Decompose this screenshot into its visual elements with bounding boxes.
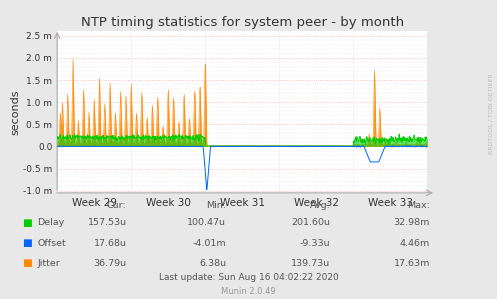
Text: ■: ■ xyxy=(22,238,32,248)
Text: 17.68u: 17.68u xyxy=(94,239,127,248)
Text: Max:: Max: xyxy=(407,201,430,210)
Text: Delay: Delay xyxy=(37,218,65,227)
Text: Jitter: Jitter xyxy=(37,259,60,268)
Text: ■: ■ xyxy=(22,258,32,269)
Text: 4.46m: 4.46m xyxy=(400,239,430,248)
Text: Offset: Offset xyxy=(37,239,66,248)
Text: Munin 2.0.49: Munin 2.0.49 xyxy=(221,287,276,296)
Text: 201.60u: 201.60u xyxy=(292,218,331,227)
Text: RRDTOOL / TOBI OETIKER: RRDTOOL / TOBI OETIKER xyxy=(488,73,493,154)
Text: 139.73u: 139.73u xyxy=(291,259,331,268)
Y-axis label: seconds: seconds xyxy=(10,89,20,135)
Text: Avg:: Avg: xyxy=(310,201,331,210)
Text: 32.98m: 32.98m xyxy=(394,218,430,227)
Text: ■: ■ xyxy=(22,218,32,228)
Text: -9.33u: -9.33u xyxy=(300,239,331,248)
Text: 6.38u: 6.38u xyxy=(199,259,226,268)
Text: 157.53u: 157.53u xyxy=(87,218,127,227)
Text: -4.01m: -4.01m xyxy=(192,239,226,248)
Text: Cur:: Cur: xyxy=(107,201,127,210)
Text: 100.47u: 100.47u xyxy=(187,218,226,227)
Title: NTP timing statistics for system peer - by month: NTP timing statistics for system peer - … xyxy=(81,16,404,29)
Text: Last update: Sun Aug 16 04:02:22 2020: Last update: Sun Aug 16 04:02:22 2020 xyxy=(159,273,338,282)
Text: Min:: Min: xyxy=(206,201,226,210)
Text: 36.79u: 36.79u xyxy=(93,259,127,268)
Text: 17.63m: 17.63m xyxy=(394,259,430,268)
